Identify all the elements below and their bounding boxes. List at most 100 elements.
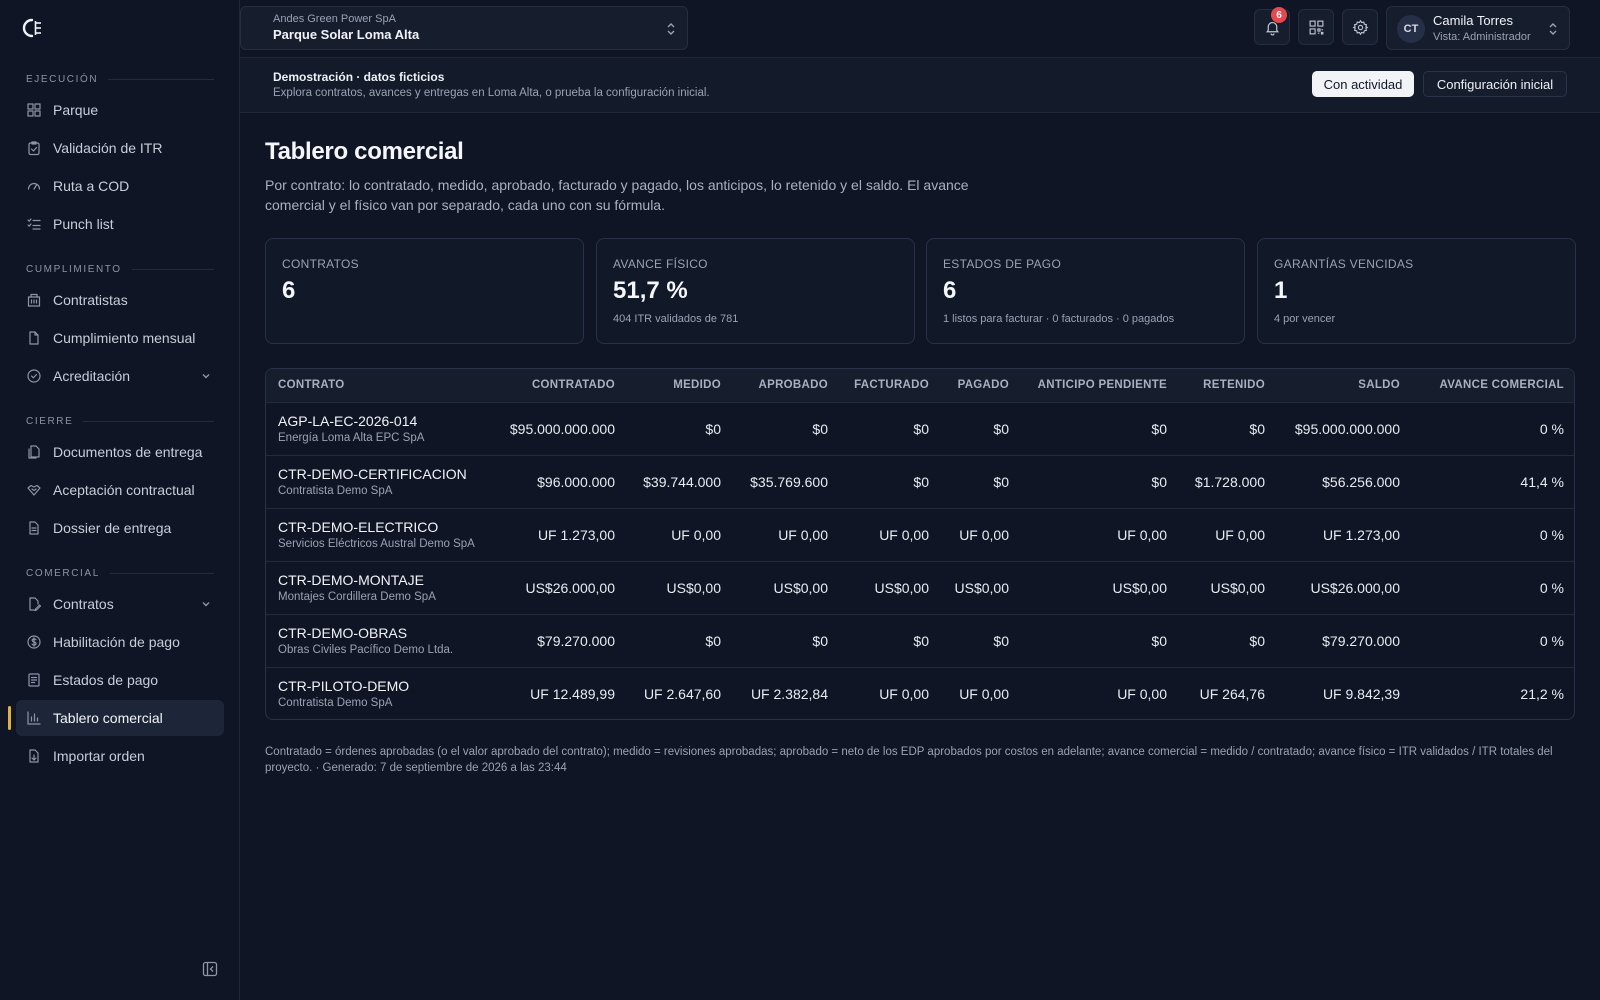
chevron-up-down-icon — [1549, 23, 1557, 35]
sidebar-item-label: Parque — [53, 102, 99, 118]
column-header[interactable]: ANTICIPO PENDIENTE — [1037, 379, 1167, 392]
table-cell: $79.270.000 — [537, 632, 615, 649]
contract-code[interactable]: CTR-PILOTO-DEMO — [278, 678, 410, 695]
document-icon — [29, 331, 39, 345]
sidebar-item-parque[interactable]: Parque — [16, 92, 224, 128]
column-header[interactable]: FACTURADO — [854, 379, 929, 392]
with-activity-button[interactable]: Con actividad — [1312, 71, 1414, 97]
kpi-value: 6 — [282, 277, 296, 304]
table-cell: $0 — [913, 420, 929, 437]
table-cell: UF 2.382,84 — [750, 685, 828, 702]
table-row[interactable]: CTR-DEMO-ELECTRICO Servicios Eléctricos … — [266, 508, 1574, 561]
file-text-icon — [29, 521, 39, 535]
table-cell: UF 0,00 — [959, 685, 1009, 702]
notifications-button[interactable]: 6 — [1254, 7, 1290, 45]
column-header[interactable]: CONTRATO — [278, 379, 345, 392]
sidebar-item-tablero-comercial[interactable]: Tablero comercial — [8, 700, 224, 736]
kpi-label: ESTADOS DE PAGO — [943, 257, 1062, 271]
sidebar-item-estados-de-pago[interactable]: Estados de pago — [16, 662, 224, 698]
app-logo-icon[interactable] — [20, 16, 44, 40]
table-row[interactable]: CTR-DEMO-OBRAS Obras Civiles Pacífico De… — [266, 614, 1574, 667]
sidebar-item-ruta-a-cod[interactable]: Ruta a COD — [16, 168, 224, 204]
sidebar-item-acreditacion[interactable]: Acreditación — [16, 358, 224, 394]
contract-code[interactable]: AGP-LA-EC-2026-014 — [278, 413, 418, 429]
initial-setup-button[interactable]: Configuración inicial — [1423, 71, 1567, 97]
handshake-icon — [27, 484, 41, 496]
sidebar-item-aceptacion-contractual[interactable]: Aceptación contractual — [16, 472, 224, 508]
sidebar-item-punch-list[interactable]: Punch list — [16, 206, 224, 242]
kpi-expired-guarantees: GARANTÍAS VENCIDAS 1 4 por vencer — [1257, 238, 1576, 344]
column-header[interactable]: MEDIDO — [673, 379, 721, 392]
table-cell: $0 — [705, 632, 721, 649]
sidebar-item-cumplimiento-mensual[interactable]: Cumplimiento mensual — [16, 320, 224, 356]
table-cell: US$26.000,00 — [1310, 579, 1400, 596]
sidebar-item-importar-orden[interactable]: Importar orden — [16, 738, 224, 774]
contract-cell[interactable]: CTR-DEMO-OBRAS Obras Civiles Pacífico De… — [266, 614, 496, 667]
collapse-sidebar-icon[interactable] — [202, 961, 218, 977]
table-cell: UF 0,00 — [1117, 685, 1167, 702]
sidebar-item-contratistas[interactable]: Contratistas — [16, 282, 224, 318]
column-header[interactable]: PAGADO — [957, 379, 1009, 392]
table-cell: $35.769.600 — [750, 473, 828, 490]
table-cell: UF 0,00 — [959, 526, 1009, 543]
contract-cell[interactable]: CTR-PILOTO-DEMO Contratista Demo SpA — [266, 667, 496, 719]
table-cell: UF 2.647,60 — [643, 685, 721, 702]
project-name: Parque Solar Loma Alta — [273, 27, 420, 42]
contract-cell[interactable]: AGP-LA-EC-2026-014 Energía Loma Alta EPC… — [266, 402, 496, 455]
kpi-value: 1 — [1274, 277, 1288, 304]
column-header[interactable]: RETENIDO — [1203, 379, 1265, 392]
demo-banner: Demostración · datos ficticios Explora c… — [240, 57, 1600, 113]
qr-code-icon — [1309, 20, 1323, 34]
sidebar-item-documentos-de-entrega[interactable]: Documentos de entrega — [16, 434, 224, 470]
table-cell: US$26.000,00 — [525, 579, 615, 596]
table-row[interactable]: CTR-DEMO-CERTIFICACION Contratista Demo … — [266, 455, 1574, 508]
table-cell: UF 9.842,39 — [1322, 685, 1400, 702]
table-row[interactable]: CTR-PILOTO-DEMO Contratista Demo SpA UF … — [266, 667, 1574, 719]
column-header[interactable]: SALDO — [1358, 379, 1400, 392]
contractor-name: Contratista Demo SpA — [278, 485, 393, 497]
qr-code-button[interactable] — [1298, 9, 1334, 45]
avatar: CT — [1397, 15, 1425, 43]
contract-code[interactable]: CTR-DEMO-CERTIFICACION — [278, 466, 467, 482]
table-cell: 0 % — [1539, 632, 1564, 649]
contract-code[interactable]: CTR-DEMO-MONTAJE — [278, 572, 424, 588]
table-cell: $95.000.000.000 — [509, 420, 615, 437]
user-name: Camila Torres — [1433, 13, 1513, 28]
sidebar-item-dossier-de-entrega[interactable]: Dossier de entrega — [16, 510, 224, 546]
settings-button[interactable] — [1342, 9, 1378, 45]
sidebar-item-label: Importar orden — [53, 748, 145, 764]
table-row[interactable]: CTR-DEMO-MONTAJE Montajes Cordillera Dem… — [266, 561, 1574, 614]
sidebar-item-validacion-de-itr[interactable]: Validación de ITR — [16, 130, 224, 166]
sidebar-item-contratos[interactable]: Contratos — [16, 586, 224, 622]
table-cell: UF 12.489,99 — [530, 685, 615, 702]
contract-code[interactable]: CTR-DEMO-OBRAS — [278, 625, 408, 641]
contract-cell[interactable]: CTR-DEMO-ELECTRICO Servicios Eléctricos … — [266, 508, 496, 561]
table-cell: $96.000.000 — [537, 473, 615, 490]
chevron-down-icon — [202, 602, 210, 607]
kpi-label: CONTRATOS — [282, 257, 359, 271]
column-header[interactable]: AVANCE COMERCIAL — [1439, 379, 1564, 392]
sidebar-item-label: Dossier de entrega — [53, 520, 172, 536]
table-cell: 41,4 % — [1520, 473, 1564, 490]
table-cell: $0 — [993, 473, 1009, 490]
contract-cell[interactable]: CTR-DEMO-CERTIFICACION Contratista Demo … — [266, 455, 496, 508]
table-cell: UF 0,00 — [1117, 526, 1167, 543]
sidebar-item-habilitacion-de-pago[interactable]: Habilitación de pago — [16, 624, 224, 660]
kpi-subtext: 4 por vencer — [1274, 313, 1336, 325]
sidebar-item-label: Estados de pago — [53, 672, 159, 688]
kpi-label: GARANTÍAS VENCIDAS — [1274, 257, 1414, 271]
table-cell: UF 0,00 — [879, 685, 929, 702]
contract-code[interactable]: CTR-DEMO-ELECTRICO — [278, 519, 439, 535]
chevron-down-icon — [202, 374, 210, 379]
table-cell: US$0,00 — [666, 579, 721, 596]
sidebar-section-label: COMERCIAL — [16, 562, 224, 584]
sidebar-section-label: CUMPLIMIENTO — [16, 258, 224, 280]
table-row[interactable]: AGP-LA-EC-2026-014 Energía Loma Alta EPC… — [266, 402, 1574, 455]
table-cell: UF 1.273,00 — [537, 526, 615, 543]
user-menu[interactable]: CT Camila Torres Vista: Administrador — [1386, 6, 1570, 50]
contract-cell[interactable]: CTR-DEMO-MONTAJE Montajes Cordillera Dem… — [266, 561, 496, 614]
column-header[interactable]: CONTRATADO — [531, 379, 615, 392]
sidebar-item-label: Validación de ITR — [53, 140, 163, 156]
project-selector[interactable]: Andes Green Power SpA Parque Solar Loma … — [240, 6, 688, 50]
column-header[interactable]: APROBADO — [758, 379, 828, 392]
